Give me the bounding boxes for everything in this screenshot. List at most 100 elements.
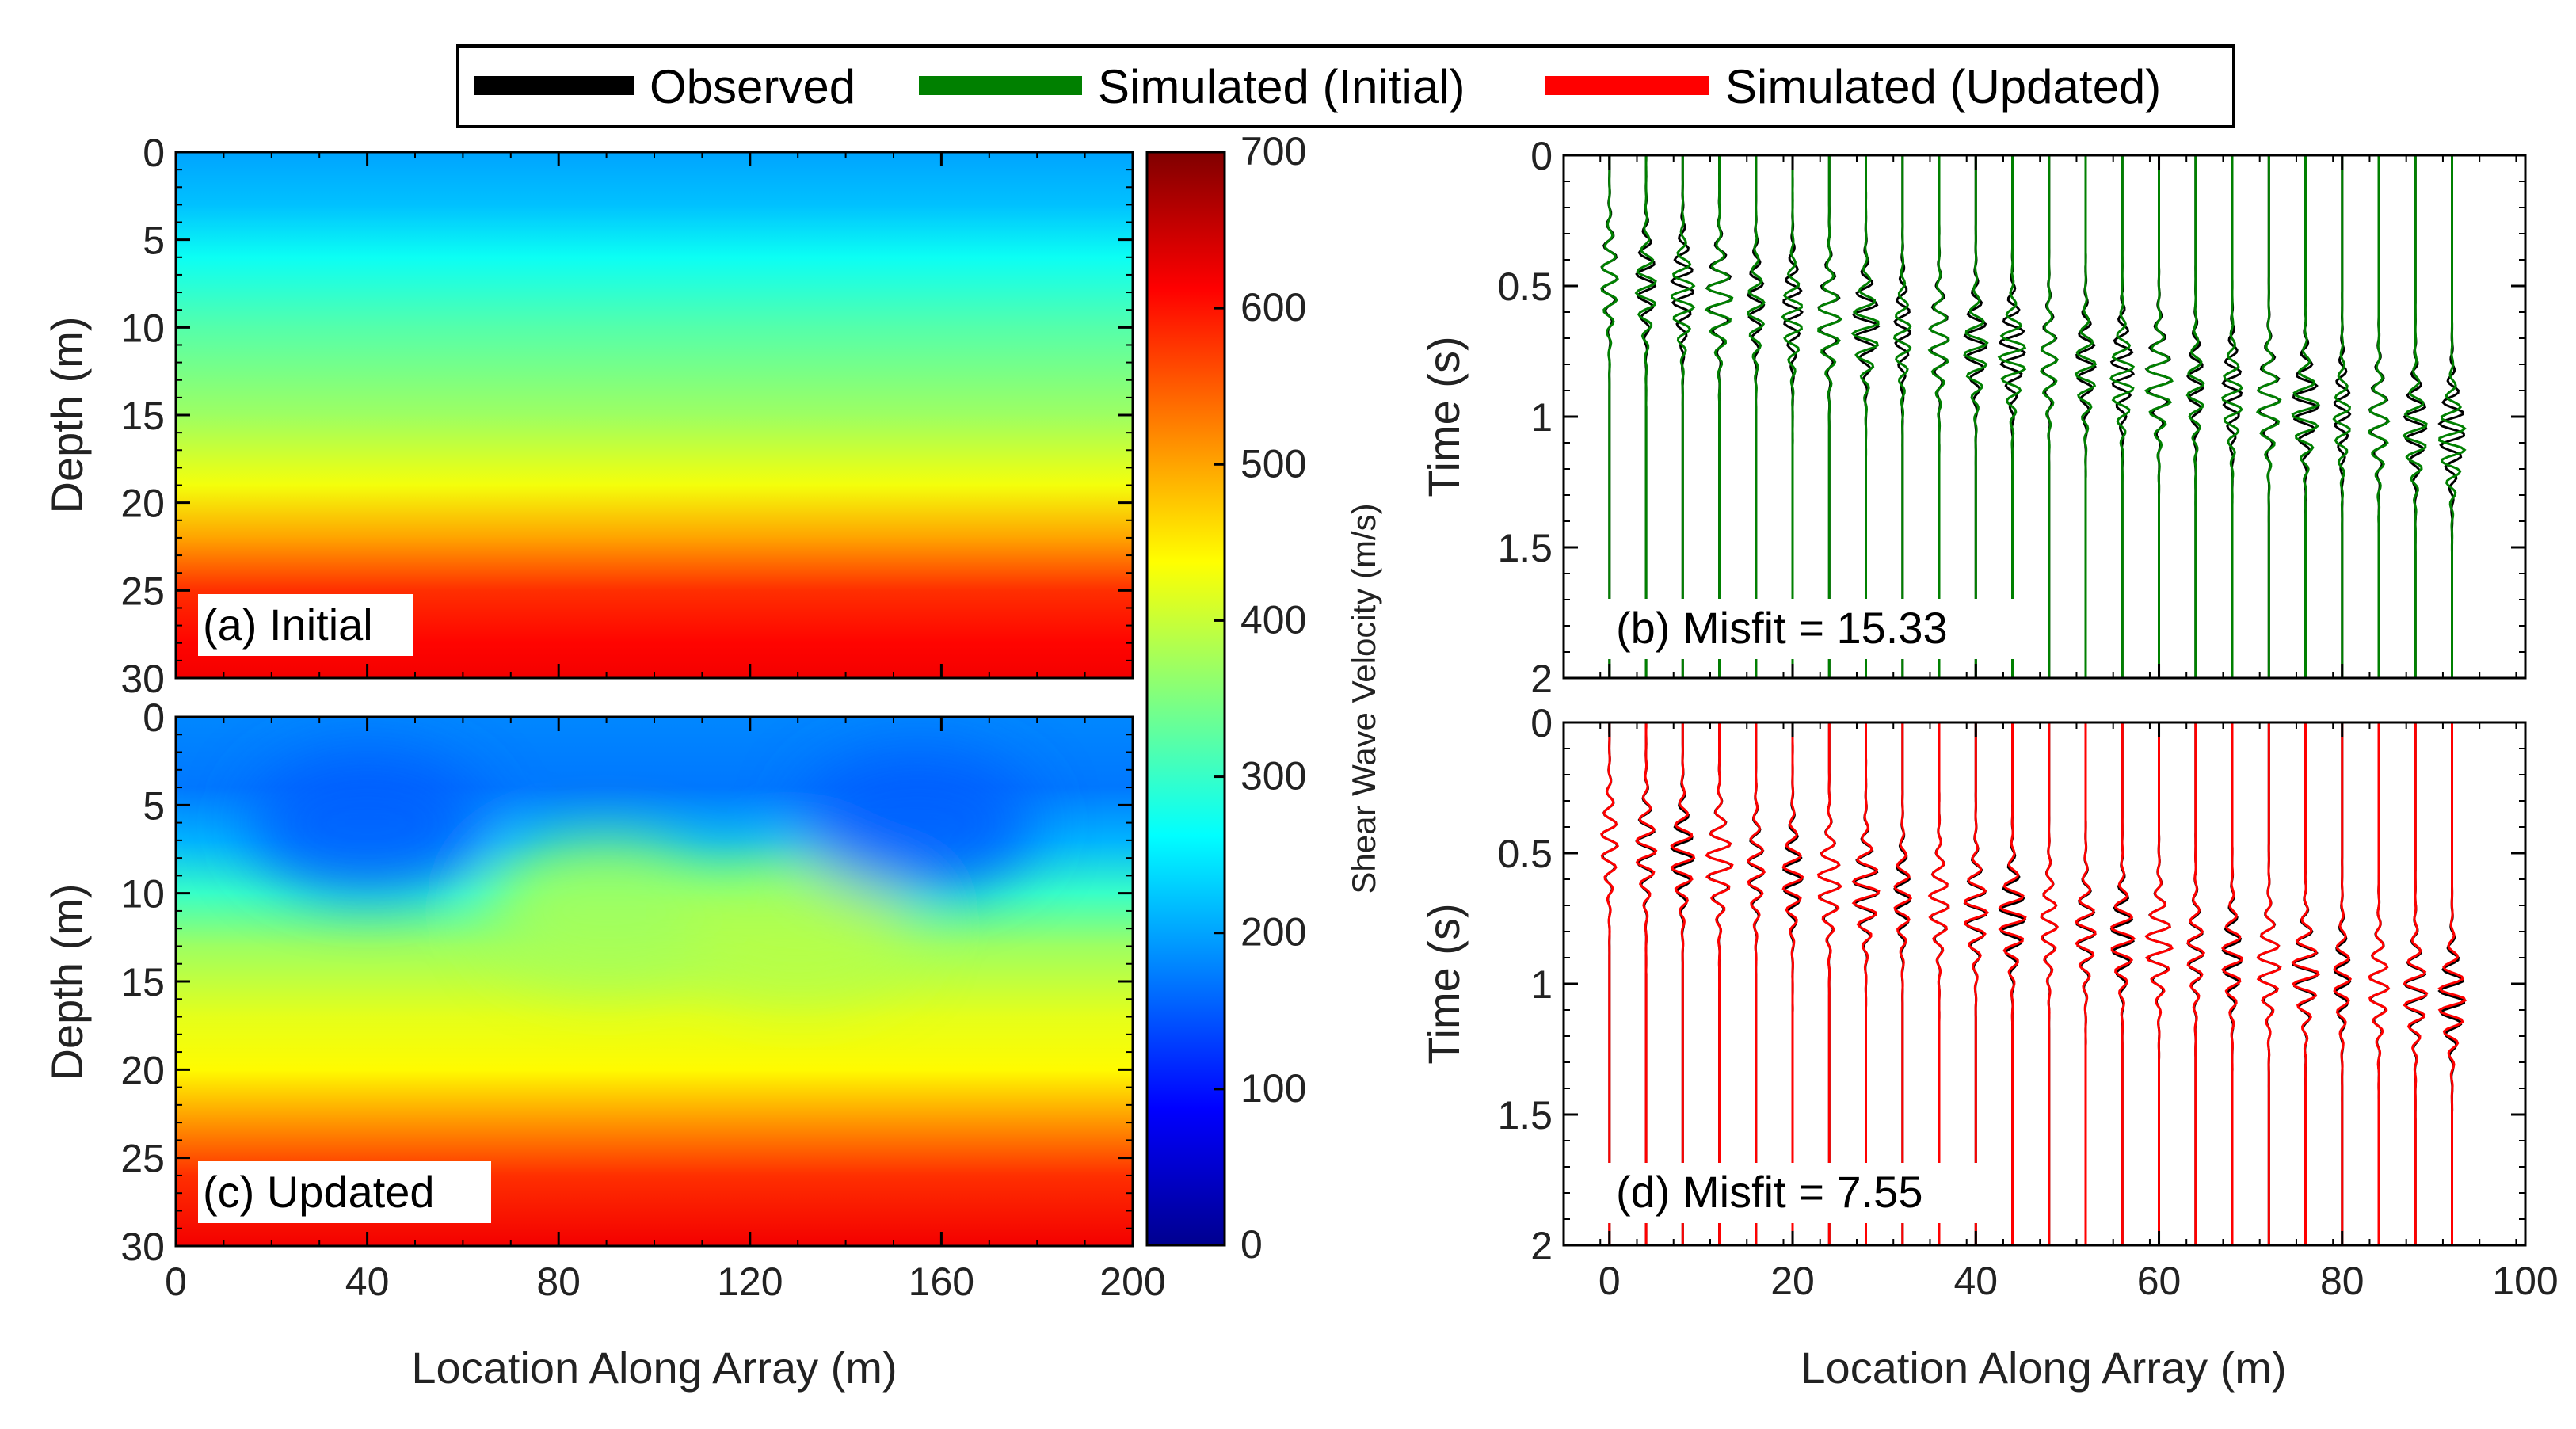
y-tick-label: 0.5: [1497, 265, 1553, 309]
trace-simulated: [1634, 155, 1657, 678]
panel-c-y-axis-label: Depth (m): [42, 884, 92, 1081]
y-tick-label: 0: [143, 695, 165, 740]
trace-simulated: [2255, 155, 2282, 678]
y-tick-label: 5: [143, 219, 165, 263]
colorbar-label: Shear Wave Velocity (m/s): [1345, 503, 1382, 894]
trace-simulated: [2368, 722, 2391, 1245]
y-tick-label: 15: [120, 394, 165, 438]
x-tick-label: 60: [2137, 1259, 2182, 1303]
trace-simulated: [2110, 722, 2136, 1245]
panel-a-y-tick-labels: 0 5 10 15 20 25 30: [120, 131, 165, 701]
panel-d-x-tick-labels: 0 20 40 60 80 100: [1599, 1259, 2559, 1303]
trace-simulated: [1670, 155, 1696, 678]
trace-simulated: [1892, 155, 1912, 678]
trace-simulated: [1927, 155, 1950, 678]
panel-c-lateral-anomalies: [248, 751, 1037, 1000]
panel-d-x-axis-label: Location Along Array (m): [1801, 1343, 2286, 1393]
legend-item-observed: Observed: [474, 60, 855, 113]
legend-item-simulated-updated: Simulated (Updated): [1545, 60, 2161, 113]
trace-simulated: [1998, 722, 2027, 1245]
y-tick-label: 1: [1530, 962, 1553, 1007]
trace-simulated: [2109, 155, 2136, 678]
trace-simulated: [1781, 155, 1804, 678]
trace-simulated: [1964, 722, 1990, 1245]
velocity-anomaly: [679, 857, 917, 1000]
trace-simulated: [1705, 722, 1734, 1245]
panel-d-y-tick-labels: 0 0.5 1 1.5 2: [1497, 701, 1553, 1268]
trace-simulated: [1747, 722, 1766, 1245]
x-tick-label: 0: [1599, 1259, 1621, 1303]
velocity-anomaly: [798, 751, 1037, 894]
panel-c-frame: [174, 715, 1134, 1248]
velocity-anomaly: [248, 751, 486, 894]
trace-simulated: [2438, 155, 2467, 678]
panel-c-x-tick-labels: 0 40 80 120 160 200: [165, 1259, 1166, 1304]
y-tick-label: 1.5: [1497, 526, 1553, 570]
panel-d-frame-bg: [1564, 722, 2525, 1245]
trace-simulated: [2403, 722, 2429, 1245]
panel-d-label-bg: [1605, 1163, 2001, 1223]
x-tick-label: 40: [1953, 1259, 1998, 1303]
colorbar: 0 100 200 300 400 500 600 700 Shear Wave Veloci…: [1145, 129, 1382, 1267]
y-tick-label: 20: [120, 482, 165, 526]
y-tick-label: 15: [120, 960, 165, 1004]
legend: Observed Simulated (Initial) Simulated (…: [456, 44, 2235, 128]
panel-c-x-axis-label: Location Along Array (m): [411, 1343, 897, 1393]
legend-label-simulated-initial: Simulated (Initial): [1098, 60, 1465, 113]
x-tick-label: 160: [909, 1259, 974, 1304]
y-tick-label: 1.5: [1497, 1093, 1553, 1137]
trace-simulated: [1670, 722, 1696, 1245]
panel-b-label: (b) Misfit = 15.33: [1616, 603, 1948, 653]
panel-c-label-bg: [198, 1161, 491, 1223]
colorbar-ticks: 0 100 200 300 400 500 600 700: [1214, 129, 1306, 1267]
y-tick-label: 1: [1530, 395, 1553, 440]
panel-a-frame: [174, 151, 1134, 680]
trace-simulated: [2221, 155, 2243, 678]
x-tick-label: 80: [536, 1259, 581, 1304]
x-tick-label: 80: [2320, 1259, 2365, 1303]
trace-simulated: [2186, 722, 2206, 1245]
trace-simulated: [2040, 722, 2060, 1245]
trace-simulated: [1781, 722, 1804, 1245]
panel-d-traces: [1600, 722, 2467, 1245]
colorbar-tick-label: 400: [1240, 597, 1306, 642]
panel-c-label: (c) Updated: [203, 1167, 435, 1217]
trace-simulated: [2291, 722, 2320, 1245]
y-tick-label: 5: [143, 783, 165, 828]
colorbar-tick-label: 200: [1240, 910, 1306, 955]
x-tick-label: 200: [1099, 1259, 1165, 1304]
colorbar-tick-label: 700: [1240, 129, 1306, 173]
y-tick-label: 20: [120, 1048, 165, 1092]
trace-simulated: [2074, 155, 2097, 678]
y-tick-label: 25: [120, 569, 165, 613]
trace-simulated: [1635, 722, 1658, 1245]
colorbar-tick-label: 300: [1240, 754, 1306, 798]
panel-a-heatmap: [176, 152, 1133, 678]
panel-a: 0 5 10 15 20 25 30 Depth (m) (a) Initial: [42, 131, 1134, 701]
y-tick-label: 2: [1530, 657, 1553, 701]
trace-simulated: [1850, 155, 1880, 678]
trace-simulated: [1963, 155, 1989, 678]
x-tick-label: 40: [345, 1259, 390, 1304]
panel-c: 0 5 10 15 20 25 30 0 40 80 120 160 200 Depth (m) Lo…: [42, 695, 1166, 1393]
trace-simulated: [2220, 722, 2243, 1245]
y-tick-label: 2: [1530, 1224, 1553, 1268]
trace-simulated: [1893, 722, 1913, 1245]
panel-a-label: (a) Initial: [203, 600, 373, 650]
trace-simulated: [2074, 722, 2097, 1245]
x-tick-label: 100: [2492, 1259, 2558, 1303]
x-tick-label: 20: [1770, 1259, 1815, 1303]
trace-simulated: [2291, 155, 2321, 678]
colorbar-tick-label: 0: [1240, 1222, 1263, 1267]
panel-c-y-tick-labels: 0 5 10 15 20 25 30: [120, 695, 165, 1269]
panel-d-frame: [1562, 721, 2527, 1247]
colorbar-tick-label: 500: [1240, 441, 1306, 486]
panel-a-label-bg: [198, 594, 413, 656]
panel-b-traces: [1600, 155, 2467, 678]
trace-simulated: [2144, 155, 2174, 678]
y-tick-label: 30: [120, 657, 165, 701]
trace-simulated: [2144, 722, 2174, 1245]
panel-b-y-axis-label: Time (s): [1419, 336, 1469, 497]
colorbar-tick-label: 600: [1240, 285, 1306, 330]
